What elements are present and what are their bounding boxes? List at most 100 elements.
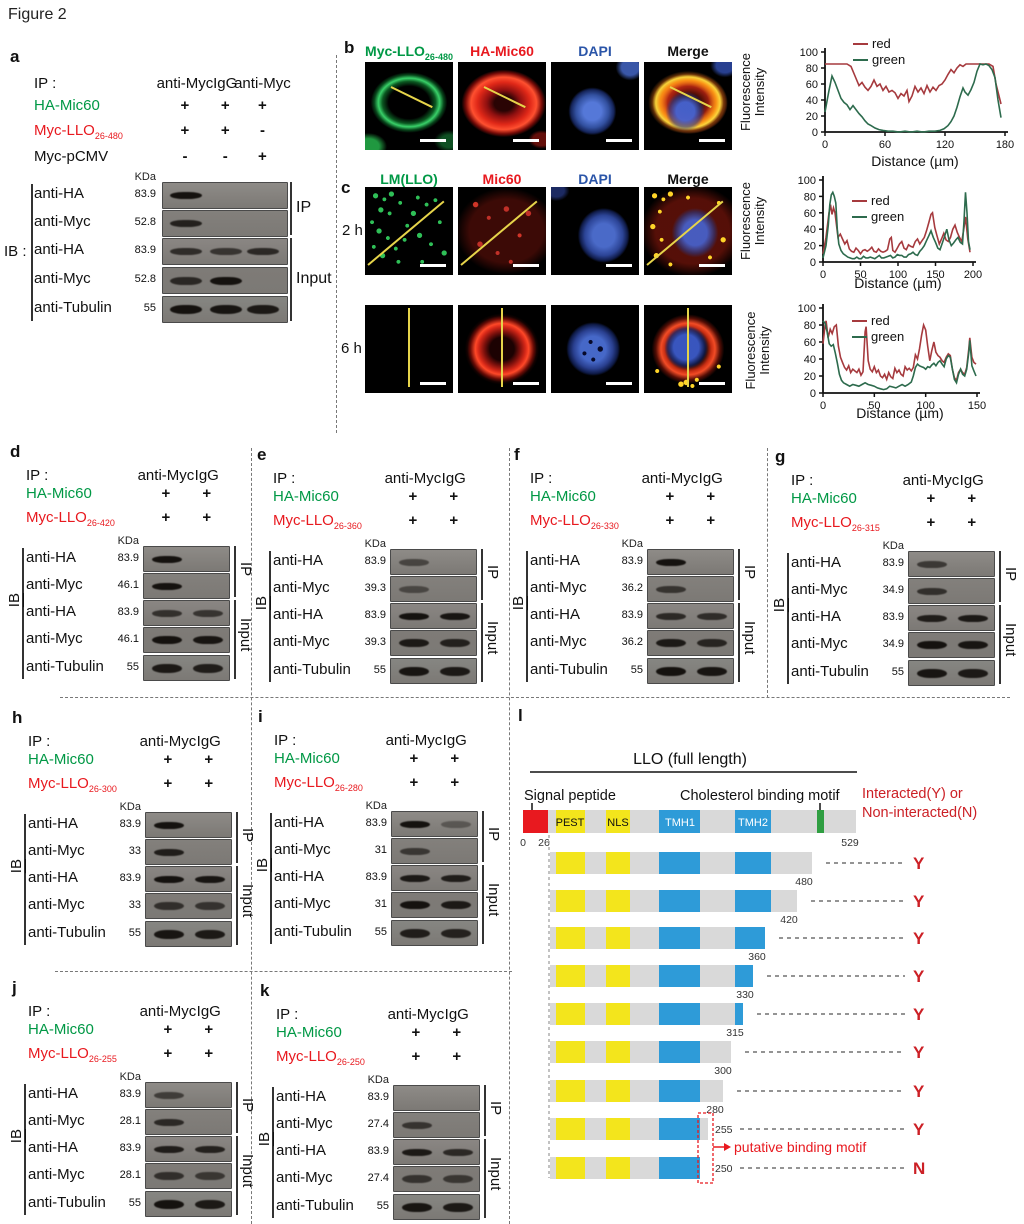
group-label-Input: Input [239, 883, 256, 917]
kda-value: 28.1 [119, 1169, 141, 1181]
protein-band [169, 305, 202, 314]
scale-bar [699, 264, 725, 267]
blot-anti-HA-2 [391, 865, 478, 891]
blot-anti-HA-2 [390, 603, 477, 629]
blot-anti-Myc-1 [145, 1109, 232, 1135]
panel-letter-a: a [10, 47, 20, 66]
condition-value: + [161, 485, 171, 502]
panel-letter-c: c [341, 178, 351, 197]
condition-label: Myc-LLO26-360 [273, 512, 362, 531]
llo-title: LLO (full length) [633, 751, 747, 768]
group-label-Input: Input [237, 617, 254, 651]
ip-column-label: IgG [444, 1006, 469, 1023]
protein-band [401, 1148, 432, 1156]
protein-band [957, 668, 988, 678]
y-tick-label: 40 [804, 224, 816, 236]
construct-bar-330 [550, 965, 753, 987]
interaction-result-280: Y [913, 1082, 925, 1101]
interaction-result-480: Y [913, 854, 925, 873]
kda-header: KDa [134, 171, 156, 183]
arrow-icon [724, 1143, 731, 1151]
group-bracket-Input [999, 605, 1001, 684]
y-tick-label: 80 [804, 320, 816, 332]
condition-value: + [220, 97, 230, 114]
y-tick-label: 0 [812, 127, 818, 139]
blot-anti-Tubulin-4 [908, 660, 995, 686]
condition-value: + [220, 122, 230, 139]
ib-label: IB [254, 858, 271, 873]
micro-image-b-green [365, 62, 453, 150]
antibody-label: anti-Myc [274, 841, 331, 858]
chart-c_2h: 0 20 40 60 80 100 0 50 100 150 200 Distance (µm) Flu… [738, 175, 982, 291]
group-label-Input: Input [1002, 622, 1019, 656]
condition-value: + [258, 148, 267, 165]
antibody-label: anti-Myc [273, 633, 330, 650]
protein-band [169, 220, 202, 227]
scale-bar [606, 382, 632, 385]
panel-j: j IP : anti-Myc IgG HA-Mic60 + + Myc-LLO26-255 +… [8, 978, 258, 1224]
condition-value: + [180, 97, 190, 114]
antibody-label: anti-HA [28, 815, 79, 832]
series-green [824, 63, 1002, 133]
condition-value: + [258, 97, 267, 114]
panel-letter-g: g [775, 447, 786, 466]
kda-value: 55 [376, 1200, 389, 1212]
kda-value: 83.9 [134, 244, 156, 256]
blot-anti-Myc-3 [390, 630, 477, 656]
kda-value: 28.1 [119, 1115, 141, 1127]
protein-band [247, 248, 280, 255]
y-axis-label: Intensity [752, 196, 767, 245]
legend-label-green: green [872, 52, 905, 67]
time-label-2h: 2 h [342, 222, 363, 239]
protein-band [916, 614, 947, 622]
protein-band [439, 639, 470, 647]
y-tick-label: 100 [800, 47, 818, 59]
legend-label-green: green [871, 329, 904, 344]
antibody-label: anti-Myc [530, 633, 587, 650]
construct-bar-360 [550, 927, 765, 949]
blot-anti-HA-0 [145, 1082, 232, 1108]
ip-column-label: IgG [959, 472, 984, 489]
condition-label: HA-Mic60 [28, 751, 94, 768]
construct-end-480: 480 [795, 876, 813, 888]
condition-value: + [161, 509, 171, 526]
antibody-label: anti-HA [28, 1139, 79, 1156]
group-label-IP: IP [741, 564, 758, 579]
antibody-label: anti-Myc [28, 1166, 85, 1183]
x-axis-label: Distance (µm) [871, 153, 958, 169]
blot-anti-Tubulin-4 [145, 1191, 232, 1217]
micro-image-c2-green [365, 187, 453, 275]
blot-anti-Tubulin-4 [390, 658, 477, 684]
blot-anti-HA-0 [391, 811, 478, 837]
protein-band [153, 929, 184, 939]
protein-band [440, 928, 471, 938]
antibody-label: anti-HA [28, 869, 79, 886]
panel-k: k IP : anti-Myc IgG HA-Mic60 + + Myc-LLO26-250 +… [256, 981, 506, 1224]
construct-end-250: 250 [715, 1163, 733, 1175]
ip-column-label: anti-Myc [139, 733, 197, 750]
protein-band [916, 641, 947, 649]
kda-value: 55 [143, 302, 156, 314]
antibody-label: anti-Myc [28, 896, 85, 913]
ip-label: IP : [276, 1006, 299, 1023]
protein-band [192, 609, 223, 617]
blot-anti-Myc-3 [393, 1166, 480, 1192]
condition-value: + [452, 1048, 462, 1065]
panel-letter-j: j [12, 978, 17, 997]
protein-band [153, 1091, 184, 1099]
y-tick-label: 60 [806, 79, 818, 91]
panel-letter-h: h [12, 708, 23, 727]
protein-band [398, 666, 429, 676]
y-tick-label: 80 [806, 63, 818, 75]
group-label-Input: Input [741, 620, 758, 654]
ip-label: IP : [26, 467, 49, 484]
condition-value: + [452, 1024, 462, 1041]
putative-motif-box [697, 1112, 714, 1184]
kda-value: 83.9 [882, 611, 904, 623]
domain-tmh2 [735, 810, 771, 833]
protein-band [696, 639, 727, 647]
condition-value: + [163, 775, 173, 792]
blot-anti-Myc-1 [143, 573, 230, 599]
micro-column-title: HA-Mic60 [470, 43, 534, 59]
kda-header: KDa [364, 538, 386, 550]
